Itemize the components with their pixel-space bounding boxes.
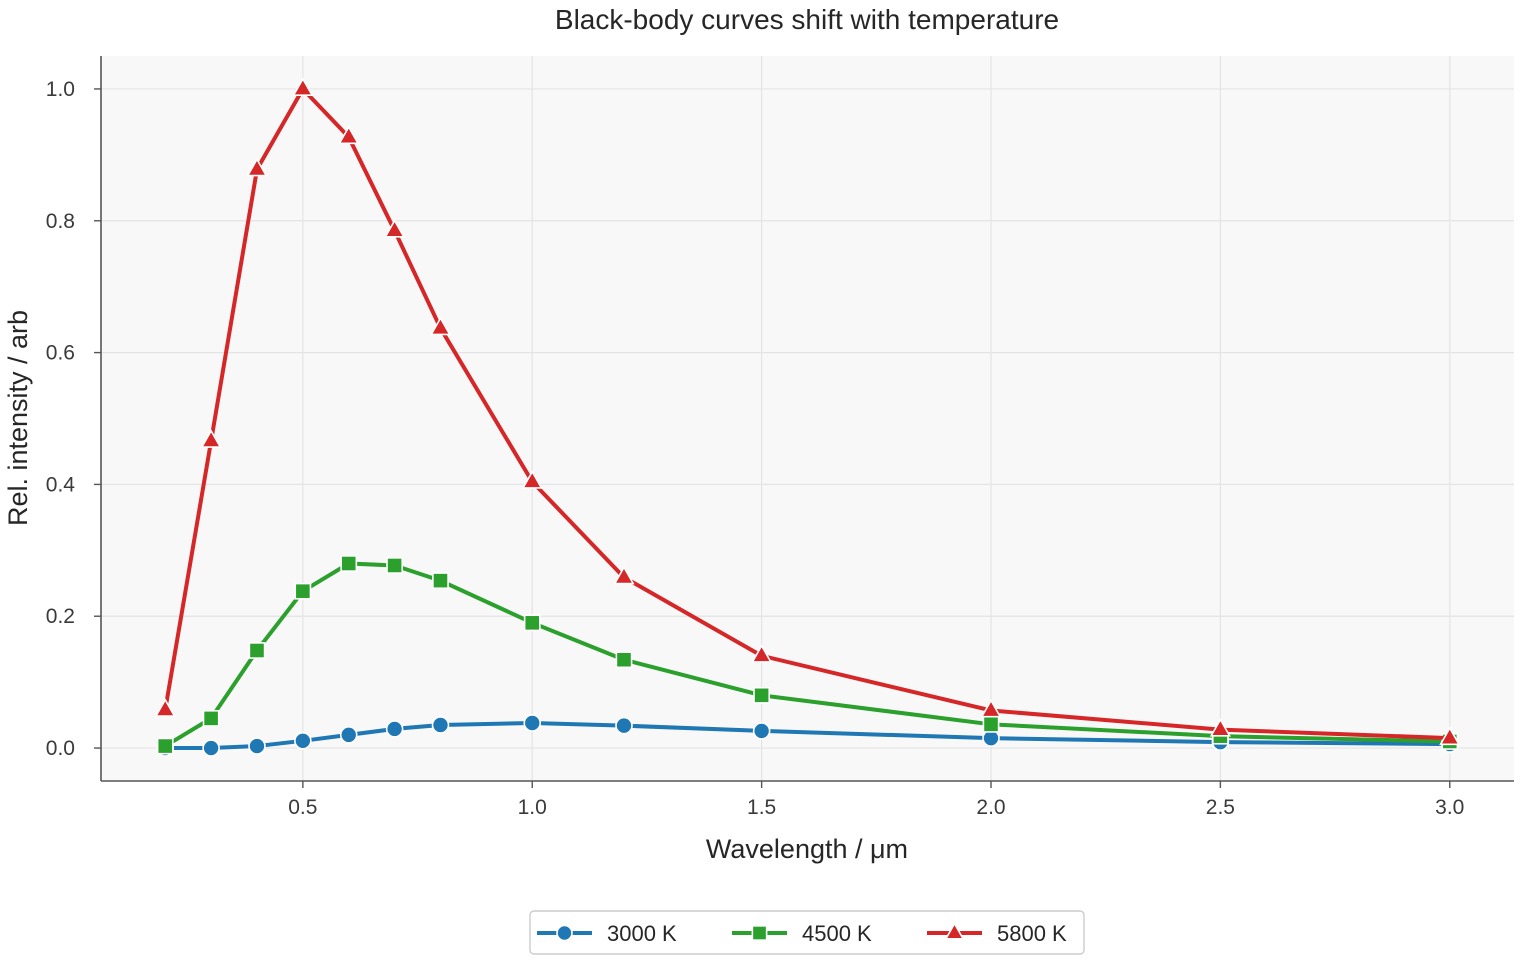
legend-entry-5800-k: 5800 K bbox=[927, 921, 1067, 946]
legend: 3000 K 4500 K 5800 K bbox=[529, 910, 1085, 955]
legend-marker-3000-k bbox=[556, 924, 573, 942]
data-point-3000-k bbox=[523, 714, 542, 732]
grid bbox=[101, 56, 1514, 781]
data-point-3000-k bbox=[431, 716, 450, 734]
y-tick-label: 0.8 bbox=[46, 210, 75, 233]
legend-label-3000-k: 3000 K bbox=[607, 921, 677, 946]
data-point-5800-k bbox=[200, 429, 222, 448]
data-point-4500-k bbox=[248, 642, 266, 659]
data-point-3000-k bbox=[385, 720, 404, 738]
data-point-4500-k bbox=[432, 572, 449, 590]
data-point-5800-k bbox=[613, 565, 635, 585]
data-point-5800-k bbox=[980, 698, 1002, 718]
data-point-4500-k bbox=[523, 614, 541, 632]
data-point-5800-k bbox=[384, 219, 406, 238]
x-axis-label: Wavelength / μm bbox=[706, 834, 908, 864]
y-axis-label: Rel. intensity / arb bbox=[3, 310, 33, 526]
data-point-4500-k bbox=[156, 737, 174, 755]
x-tick-label: 2.5 bbox=[1206, 796, 1235, 819]
data-point-5800-k bbox=[338, 125, 360, 145]
data-point-5800-k bbox=[292, 77, 314, 96]
data-point-5800-k bbox=[246, 157, 268, 177]
data-point-3000-k bbox=[615, 716, 633, 735]
data-point-4500-k bbox=[294, 582, 312, 600]
data-point-4500-k bbox=[340, 555, 358, 572]
x-tick-label: 1.0 bbox=[518, 796, 547, 819]
legend-box bbox=[529, 910, 1085, 955]
x-tick-label: 3.0 bbox=[1435, 796, 1464, 819]
legend-marker-5800-k bbox=[944, 922, 965, 940]
legend-marker-4500-k bbox=[751, 925, 768, 941]
y-tick-label: 0.2 bbox=[46, 605, 75, 628]
x-tick-label: 2.0 bbox=[976, 796, 1005, 819]
data-point-3000-k bbox=[752, 722, 771, 740]
data-point-3000-k bbox=[339, 726, 358, 744]
data-point-3000-k bbox=[294, 731, 312, 750]
data-point-5800-k bbox=[429, 316, 452, 336]
data-point-3000-k bbox=[248, 737, 266, 755]
data-point-5800-k bbox=[154, 698, 176, 717]
axes bbox=[100, 56, 1514, 782]
data-point-5800-k bbox=[521, 470, 543, 489]
data-point-4500-k bbox=[202, 709, 220, 727]
chart-title: Black-body curves shift with temperature bbox=[555, 4, 1059, 35]
y-tick-label: 0.0 bbox=[46, 737, 75, 760]
y-tick-label: 0.6 bbox=[46, 342, 75, 365]
series bbox=[154, 77, 1461, 757]
x-tick-label: 0.5 bbox=[288, 796, 317, 819]
ticks: 0.5 1.0 1.5 2.0 2.5 3.0 0.0 0.2 0.4 0.6 0.8 1.0 bbox=[46, 78, 1465, 819]
legend-entry-4500-k: 4500 K bbox=[732, 921, 872, 946]
legend-label-4500-k: 4500 K bbox=[802, 921, 872, 946]
legend-label-5800-k: 5800 K bbox=[997, 921, 1067, 946]
legend-entry-3000-k: 3000 K bbox=[537, 921, 677, 946]
data-point-5800-k bbox=[1209, 717, 1231, 737]
x-tick-label: 1.5 bbox=[747, 796, 776, 819]
data-point-5800-k bbox=[1439, 726, 1461, 746]
y-tick-label: 1.0 bbox=[46, 78, 75, 101]
plot-area bbox=[101, 56, 1514, 781]
data-point-4500-k bbox=[615, 651, 633, 669]
data-point-4500-k bbox=[386, 557, 404, 574]
data-point-4500-k bbox=[982, 715, 1000, 733]
data-point-5800-k bbox=[751, 644, 773, 663]
data-point-4500-k bbox=[753, 686, 771, 704]
series-5800-k bbox=[154, 77, 1461, 746]
y-tick-label: 0.4 bbox=[46, 473, 76, 496]
data-point-3000-k bbox=[202, 739, 220, 757]
